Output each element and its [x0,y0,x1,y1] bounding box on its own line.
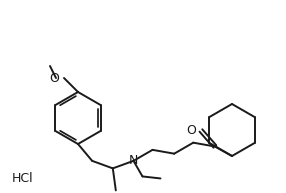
Text: HCl: HCl [12,172,34,185]
Text: O: O [186,124,196,137]
Text: N: N [129,154,138,167]
Text: O: O [49,71,59,85]
